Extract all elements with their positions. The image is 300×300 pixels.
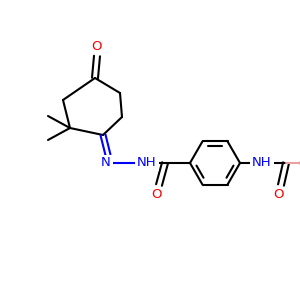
Text: O: O xyxy=(274,188,284,202)
Text: O: O xyxy=(151,188,161,202)
Text: NH: NH xyxy=(137,157,157,169)
Text: O: O xyxy=(92,40,102,52)
Text: N: N xyxy=(101,157,111,169)
Text: NH: NH xyxy=(252,157,272,169)
